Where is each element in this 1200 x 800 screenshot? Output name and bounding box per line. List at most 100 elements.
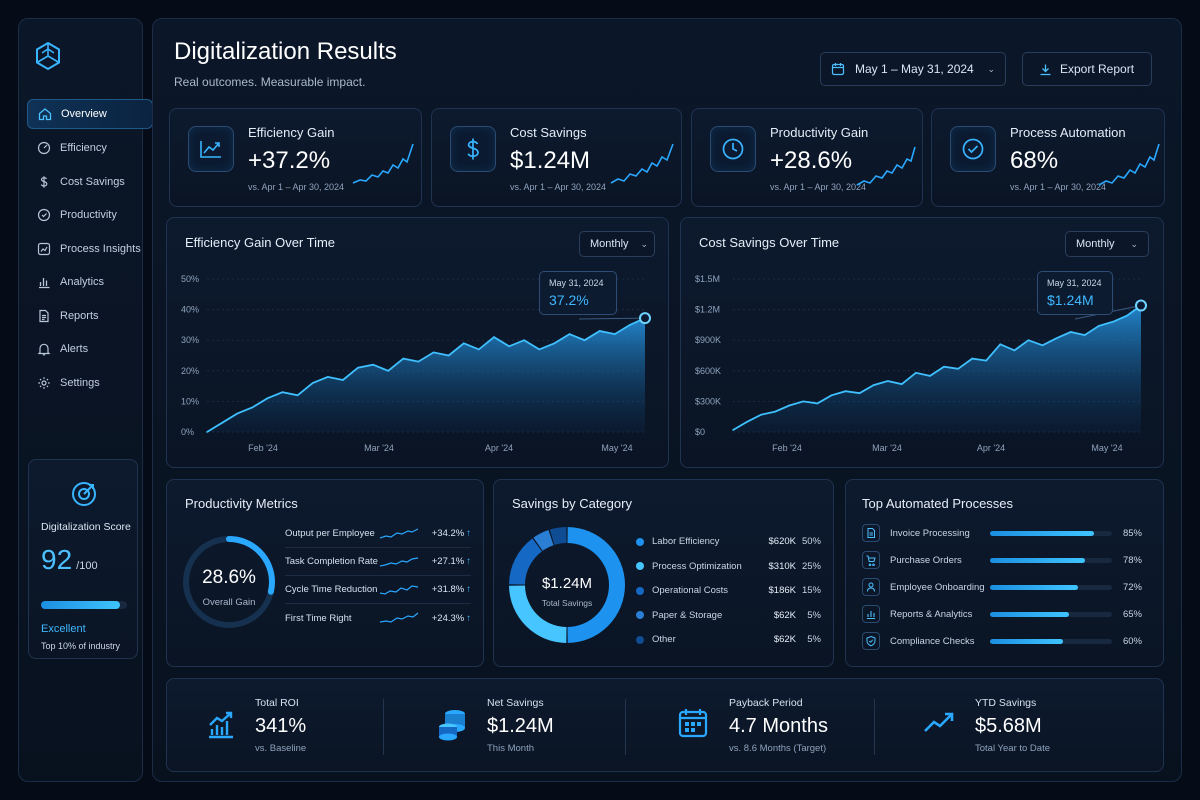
category-amount: $62K bbox=[773, 634, 796, 645]
kpi-card-cost-savings[interactable]: Cost Savings $1.24M vs. Apr 1 – Apr 30, … bbox=[431, 108, 682, 207]
process-percent: 78% bbox=[1122, 554, 1142, 566]
process-bar-track bbox=[990, 584, 1112, 590]
kpi-title: Efficiency Gain bbox=[248, 125, 335, 140]
document-icon bbox=[39, 309, 49, 323]
chart-title: Efficiency Gain Over Time bbox=[185, 235, 336, 250]
cart-icon bbox=[862, 551, 880, 569]
sidebar-item-label: Productivity bbox=[60, 209, 117, 221]
period-select[interactable]: Monthly ⌄ bbox=[1065, 231, 1149, 257]
sidebar-item-analytics[interactable]: Analytics bbox=[27, 267, 153, 297]
data-point bbox=[844, 390, 847, 392]
sidebar-item-efficiency[interactable]: Efficiency bbox=[27, 133, 153, 163]
export-report-button[interactable]: Export Report bbox=[1022, 52, 1152, 86]
sidebar-item-process-insights[interactable]: Process Insights bbox=[27, 234, 153, 264]
category-row: Paper & Storage $62K 5% bbox=[636, 610, 821, 621]
sidebar-item-productivity[interactable]: Productivity bbox=[27, 200, 153, 230]
data-point bbox=[830, 394, 833, 397]
summary-sub: Total Year to Date bbox=[975, 743, 1050, 754]
data-point bbox=[508, 345, 510, 348]
y-tick-label: $600K bbox=[695, 366, 721, 376]
kpi-sparkline bbox=[1098, 143, 1160, 186]
data-point bbox=[1083, 334, 1086, 336]
score-rating: Excellent bbox=[41, 623, 86, 635]
kpi-card-efficiency[interactable]: Efficiency Gain +37.2% vs. Apr 1 – Apr 3… bbox=[169, 108, 422, 207]
kpi-value: +28.6% bbox=[770, 147, 853, 174]
period-label: Monthly bbox=[1076, 238, 1115, 250]
metric-sparkline bbox=[379, 556, 419, 567]
process-row: Reports & Analytics 65% bbox=[862, 604, 1142, 624]
donut-center-label: Total Savings bbox=[541, 598, 593, 608]
summary-bar: Total ROI 341% vs. Baseline Net Savings … bbox=[166, 678, 1164, 772]
donut-slice[interactable] bbox=[509, 585, 567, 643]
summary-sub: This Month bbox=[487, 743, 534, 754]
data-point bbox=[943, 365, 945, 368]
sidebar-item-label: Process Insights bbox=[60, 243, 141, 255]
score-note: Top 10% of industry bbox=[41, 641, 121, 651]
donut-slice[interactable] bbox=[509, 538, 542, 585]
data-point bbox=[1126, 314, 1128, 317]
process-row: Purchase Orders 78% bbox=[862, 550, 1142, 570]
sidebar-item-label: Analytics bbox=[60, 276, 105, 288]
summary-title: YTD Savings bbox=[975, 697, 1037, 709]
period-select[interactable]: Monthly ⌄ bbox=[579, 231, 655, 257]
category-percent: 5% bbox=[807, 609, 821, 621]
tooltip-value: 37.2% bbox=[549, 292, 589, 308]
target-icon bbox=[70, 480, 98, 508]
kpi-card-process-automation[interactable]: Process Automation 68% vs. Apr 1 – Apr 3… bbox=[931, 108, 1165, 207]
metric-value: +24.3% bbox=[431, 612, 465, 624]
highlight-point[interactable] bbox=[639, 312, 651, 325]
chart-title: Savings by Category bbox=[512, 496, 632, 511]
process-percent: 60% bbox=[1122, 635, 1142, 647]
chart-title: Top Automated Processes bbox=[862, 496, 1014, 511]
page-subtitle: Real outcomes. Measurable impact. bbox=[174, 75, 366, 89]
summary-net-savings: Net Savings $1.24M This Month bbox=[399, 679, 624, 773]
sidebar-item-overview[interactable]: Overview bbox=[27, 99, 153, 129]
highlight-point[interactable] bbox=[1135, 299, 1147, 312]
clock-icon bbox=[710, 126, 756, 172]
series-line bbox=[206, 317, 646, 433]
data-point bbox=[985, 359, 988, 362]
metric-sparkline bbox=[379, 584, 419, 595]
sidebar-item-cost-savings[interactable]: Cost Savings bbox=[27, 167, 153, 197]
process-row: Invoice Processing 85% bbox=[862, 523, 1142, 543]
sidebar-item-reports[interactable]: Reports bbox=[27, 301, 153, 331]
metric-row: First Time Right +24.3% ↑ bbox=[285, 604, 471, 632]
data-point bbox=[732, 429, 734, 431]
series-line bbox=[732, 304, 1142, 431]
kpi-value: $1.24M bbox=[510, 147, 591, 174]
process-percent: 65% bbox=[1122, 608, 1142, 620]
data-point bbox=[387, 370, 390, 372]
y-tick-label: 10% bbox=[181, 396, 199, 406]
sidebar-item-settings[interactable]: Settings bbox=[27, 368, 153, 398]
efficiency-chart-card: Efficiency Gain Over Time Monthly ⌄ 0% 10… bbox=[166, 217, 669, 468]
process-label: Employee Onboarding bbox=[890, 581, 985, 593]
kpi-card-productivity[interactable]: Productivity Gain +28.6% vs. Apr 1 – Apr… bbox=[691, 108, 923, 207]
metric-label: Task Completion Rate bbox=[285, 556, 378, 567]
bar-chart-icon bbox=[39, 278, 50, 289]
export-report-label: Export Report bbox=[1060, 62, 1135, 76]
y-tick-label: $300K bbox=[695, 396, 721, 406]
x-tick-label: Apr '24 bbox=[485, 443, 513, 453]
sidebar-item-alerts[interactable]: Alerts bbox=[27, 334, 153, 364]
category-percent: 5% bbox=[807, 634, 821, 645]
arrow-up-icon: ↑ bbox=[466, 556, 471, 567]
summary-total-roi: Total ROI 341% vs. Baseline bbox=[167, 679, 382, 773]
productivity-metrics-card: Productivity Metrics 28.6% Overall Gain … bbox=[166, 479, 484, 667]
cube-logo-icon[interactable] bbox=[35, 41, 61, 71]
donut-slice[interactable] bbox=[533, 530, 554, 551]
category-row: Other $62K 5% bbox=[636, 634, 821, 645]
process-bar-track bbox=[990, 611, 1112, 617]
donut-slice[interactable] bbox=[549, 527, 567, 545]
summary-sub: vs. Baseline bbox=[255, 743, 307, 754]
target-icon bbox=[37, 208, 51, 222]
donut-slice[interactable] bbox=[567, 527, 626, 643]
dollar-icon bbox=[40, 176, 48, 188]
data-point bbox=[447, 354, 450, 357]
category-row: Labor Efficiency $620K 50% bbox=[636, 536, 821, 547]
date-range-picker[interactable]: May 1 – May 31, 2024 ⌄ bbox=[820, 52, 1006, 86]
legend-dot bbox=[636, 537, 644, 546]
sidebar-item-label: Reports bbox=[60, 310, 99, 322]
x-tick-label: May '24 bbox=[1091, 443, 1122, 453]
data-point bbox=[281, 391, 284, 394]
data-point bbox=[417, 360, 420, 363]
